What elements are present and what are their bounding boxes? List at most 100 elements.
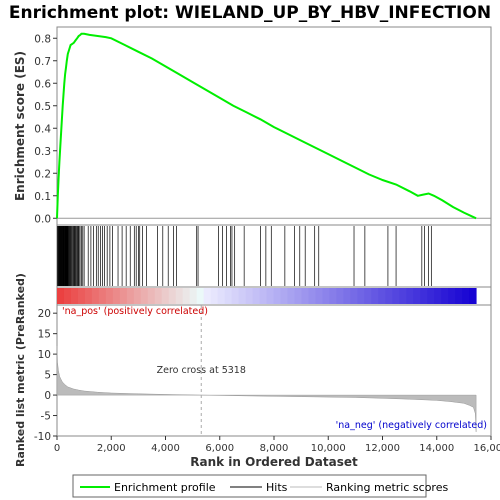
color-bar-segment bbox=[98, 288, 107, 304]
color-bar-segment bbox=[266, 288, 275, 304]
color-bar-segment bbox=[301, 288, 309, 304]
color-bar-segment bbox=[168, 288, 177, 304]
na-neg-label: 'na_neg' (negatively correlated) bbox=[336, 420, 487, 431]
color-bar-segment bbox=[343, 288, 351, 304]
ranked-y-tick-label: 15 bbox=[38, 329, 51, 341]
color-bar-segment bbox=[119, 288, 128, 304]
color-bar-segment bbox=[469, 288, 477, 304]
legend: Enrichment profile Hits Ranking metric s… bbox=[72, 474, 448, 498]
color-bar-segment bbox=[448, 288, 456, 304]
ranked-y-tick-label: -5 bbox=[41, 411, 51, 423]
x-tick-label: 8,000 bbox=[260, 443, 289, 454]
color-bar-segment bbox=[105, 288, 114, 304]
color-bar-segment bbox=[154, 288, 163, 304]
legend-metric-label: Ranking metric scores bbox=[326, 481, 448, 494]
color-bar-segment bbox=[133, 288, 142, 304]
enrichment-profile-line bbox=[56, 32, 477, 220]
color-bar-segment bbox=[406, 288, 414, 304]
es-y-tick-label: 0.0 bbox=[34, 213, 51, 225]
ranked-y-tick-label: 5 bbox=[44, 370, 51, 382]
color-bar-segment bbox=[329, 288, 337, 304]
es-y-tick-label: 0.8 bbox=[34, 33, 51, 45]
es-y-tick-label: 0.2 bbox=[34, 168, 51, 180]
color-bar-segment bbox=[420, 288, 428, 304]
x-axis: 0 2,000 4,000 6,000 8,000 10,000 12,000 14,000 1… bbox=[54, 436, 500, 454]
color-bar-segment bbox=[231, 288, 240, 304]
color-bar-segment bbox=[259, 288, 268, 304]
color-bar-segment bbox=[245, 288, 254, 304]
na-pos-label: 'na_pos' (positively correlated) bbox=[62, 306, 208, 317]
color-bar-segment bbox=[462, 288, 470, 304]
color-bar-segment bbox=[217, 288, 226, 304]
color-bar-segment bbox=[70, 288, 79, 304]
color-bar-segment bbox=[175, 288, 184, 304]
ranked-y-tick-label: -10 bbox=[34, 431, 51, 443]
color-bar-segment bbox=[84, 288, 93, 304]
color-bar-segment bbox=[210, 288, 219, 304]
color-bar-segment bbox=[224, 288, 233, 304]
color-bar-segment bbox=[161, 288, 170, 304]
es-y-tick-label: 0.5 bbox=[34, 101, 51, 113]
color-bar-segment bbox=[287, 288, 295, 304]
hits-panel bbox=[56, 224, 492, 288]
x-tick-label: 6,000 bbox=[205, 443, 234, 454]
color-bar-segment bbox=[413, 288, 421, 304]
color-bar-segments bbox=[57, 288, 477, 304]
x-tick-label: 10,000 bbox=[311, 443, 346, 454]
es-y-tick-label: 0.1 bbox=[34, 191, 51, 203]
x-tick-label: 2,000 bbox=[97, 443, 126, 454]
color-bar-segment bbox=[364, 288, 372, 304]
es-y-tick-label: 0.4 bbox=[34, 123, 51, 135]
color-bar-segment bbox=[77, 288, 86, 304]
es-y-tick-label: 0.3 bbox=[34, 146, 51, 158]
color-bar-segment bbox=[399, 288, 407, 304]
legend-frame bbox=[72, 474, 427, 498]
es-panel: 0.0 0.1 0.2 0.3 0.4 0.5 0.6 0.7 0.8 Enrichment s… bbox=[13, 26, 492, 226]
color-bar-segment bbox=[273, 288, 282, 304]
color-bar-segment bbox=[252, 288, 261, 304]
color-bar-segment bbox=[294, 288, 302, 304]
color-bar-segment bbox=[203, 288, 212, 304]
color-bar-segment bbox=[427, 288, 435, 304]
ranking-color-bar bbox=[56, 286, 492, 306]
x-tick-label: 14,000 bbox=[419, 443, 454, 454]
ranked-y-tick-label: 20 bbox=[38, 308, 51, 320]
color-bar-segment bbox=[371, 288, 379, 304]
ranked-y-ticks: -10 -5 0 5 10 15 20 bbox=[34, 308, 57, 443]
color-bar-segment bbox=[336, 288, 344, 304]
color-bar-segment bbox=[434, 288, 442, 304]
color-bar-segment bbox=[112, 288, 121, 304]
es-y-axis-label: Enrichment score (ES) bbox=[13, 51, 27, 201]
ranked-y-tick-label: 0 bbox=[44, 390, 51, 402]
color-bar-segment bbox=[441, 288, 449, 304]
color-bar-segment bbox=[350, 288, 358, 304]
color-bar-segment bbox=[140, 288, 149, 304]
hits-panel-frame bbox=[56, 224, 492, 288]
color-bar-segment bbox=[455, 288, 463, 304]
color-bar-segment bbox=[57, 288, 65, 304]
color-bar-segment bbox=[315, 288, 323, 304]
chart-title: Enrichment plot: WIELAND_UP_BY_HBV_INFEC… bbox=[9, 3, 491, 23]
ranked-y-tick-label: 10 bbox=[38, 349, 51, 361]
color-bar-segment bbox=[392, 288, 400, 304]
zero-cross-label: Zero cross at 5318 bbox=[157, 365, 246, 376]
ranked-y-axis-label: Ranked list metric (PreRanked) bbox=[14, 273, 27, 467]
color-bar-segment bbox=[63, 288, 72, 304]
hits-lines bbox=[57, 226, 432, 286]
legend-hits-label: Hits bbox=[266, 481, 288, 494]
color-bar-segment bbox=[357, 288, 365, 304]
x-tick-label: 12,000 bbox=[365, 443, 400, 454]
color-bar-segment bbox=[182, 288, 191, 304]
color-bar-segment bbox=[189, 288, 198, 304]
color-bar-segment bbox=[238, 288, 247, 304]
color-bar-segment bbox=[126, 288, 135, 304]
es-y-tick-label: 0.7 bbox=[34, 56, 51, 68]
color-bar-segment bbox=[280, 288, 288, 304]
legend-profile-label: Enrichment profile bbox=[114, 481, 216, 494]
color-bar-segment bbox=[308, 288, 316, 304]
ranked-panel-frame bbox=[56, 304, 492, 437]
color-bar-segment bbox=[385, 288, 393, 304]
color-bar-segment bbox=[378, 288, 386, 304]
es-y-tick-label: 0.6 bbox=[34, 78, 51, 90]
x-tick-label: 0 bbox=[54, 443, 60, 454]
